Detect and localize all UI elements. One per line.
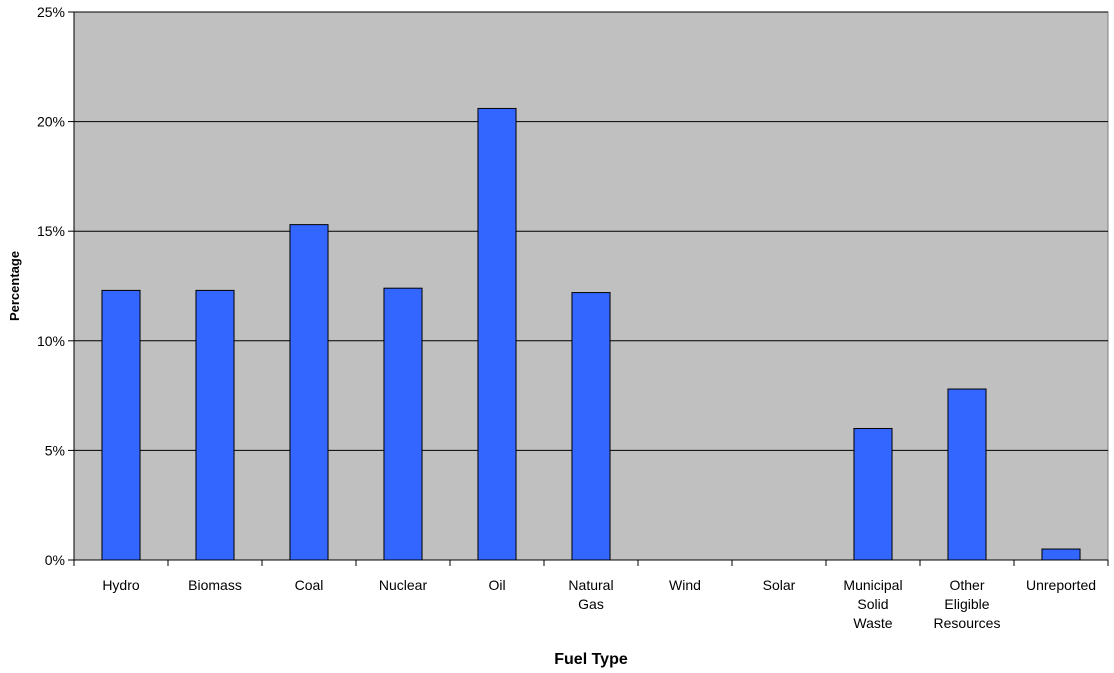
x-tick-label: Oil xyxy=(488,577,505,593)
bars xyxy=(101,107,1081,561)
x-tick-labels: Hydro Biomass Coal Nuclear Oil Natural Gas Wind… xyxy=(102,577,1096,631)
y-tick-label: 20% xyxy=(37,114,65,130)
y-tick-labels: 0% 5% 10% 15% 20% 25% xyxy=(37,4,65,568)
bar-coal xyxy=(289,224,329,561)
axes xyxy=(68,11,1109,566)
bar-natural-gas xyxy=(571,292,611,561)
bar-oil xyxy=(477,107,517,561)
bar-biomass xyxy=(195,289,235,561)
x-tick-label: Natural Gas xyxy=(568,577,613,612)
x-axis-title: Fuel Type xyxy=(554,651,628,668)
x-tick-label: Other Eligible Resources xyxy=(934,577,1001,631)
bar-nuclear xyxy=(383,287,423,561)
bar-municipal-solid-waste xyxy=(853,427,893,561)
y-tick-label: 5% xyxy=(45,442,65,458)
x-tick-label: Wind xyxy=(669,577,701,593)
x-tick-label: Municipal Solid Waste xyxy=(843,577,902,631)
x-tick-label: Nuclear xyxy=(379,577,428,593)
bar-other-eligible-resources xyxy=(947,388,987,561)
x-tick-label: Coal xyxy=(295,577,324,593)
y-tick-label: 10% xyxy=(37,333,65,349)
x-tick-label: Solar xyxy=(763,577,796,593)
x-tick-label: Unreported xyxy=(1026,577,1096,593)
x-tick-label: Hydro xyxy=(102,577,140,593)
bar-unreported xyxy=(1041,548,1081,561)
y-tick-label: 15% xyxy=(37,223,65,239)
x-tick-label: Biomass xyxy=(188,577,242,593)
bar-hydro xyxy=(101,289,141,561)
y-axis-title: Percentage xyxy=(7,251,22,321)
y-tick-label: 0% xyxy=(45,552,65,568)
y-tick-label: 25% xyxy=(37,4,65,20)
